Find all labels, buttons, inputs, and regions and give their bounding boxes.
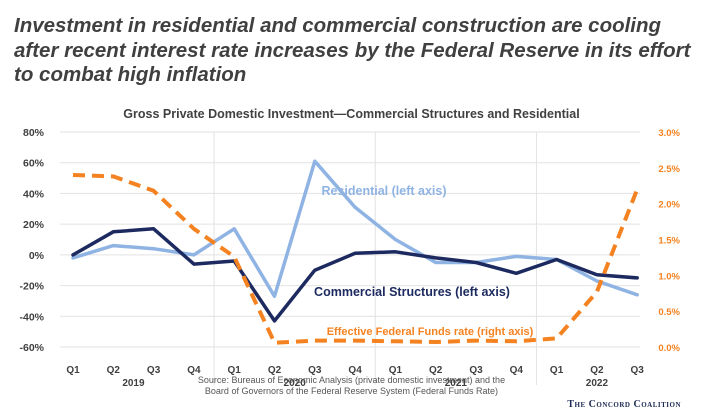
series [71,159,640,345]
source-note-line-2: Board of Governors of the Federal Reserv… [204,386,499,396]
x-tick-label: Q1 [389,365,403,376]
left-tick-label: 20% [23,219,45,231]
left-tick-label: -60% [19,342,44,354]
year-label: 2022 [586,378,609,389]
series-label-2: Effective Federal Funds rate (right axis… [327,326,534,338]
left-tick-label: 0% [29,250,45,262]
x-tick-label: Q1 [66,365,80,376]
x-tick-label: Q3 [147,365,161,376]
series-line-0 [71,159,639,299]
right-tick-label: 0.0% [658,343,680,354]
year-label: 2021 [445,378,468,389]
x-tick-label: Q3 [469,365,483,376]
right-axis: 3.0% 2.5% 2.0% 1.5% 1.0% 0.5% 0.0% [658,128,680,354]
series-line-1 [71,227,639,323]
headline: Investment in residential and commercial… [14,14,691,86]
right-tick-label: 0.5% [658,307,680,318]
x-tick-label: Q2 [268,365,282,376]
left-tick-label: 40% [23,188,45,200]
x-tick-label: Q3 [631,365,645,376]
x-tick-label: Q1 [550,365,564,376]
left-tick-label: 80% [23,127,45,139]
x-tick-label: Q4 [348,365,362,376]
left-axis: 80% 60% 40% 20% 0% -20% -40% -60% [19,127,44,354]
x-tick-label: Q2 [590,365,604,376]
year-label: 2019 [122,378,145,389]
right-tick-label: 3.0% [658,128,680,139]
right-tick-label: 1.5% [658,236,680,247]
x-tick-label: Q3 [308,365,322,376]
right-tick-label: 1.0% [658,271,680,282]
brand-logo: The Concord Coalition [567,399,681,410]
x-tick-label: Q4 [510,365,524,376]
left-tick-label: 60% [23,158,45,170]
left-tick-label: -20% [19,281,44,293]
source-note-line-1: Source: Bureaus of Economic Analysis (pr… [197,375,506,385]
series-labels: Residential (left axis) Commercial Struct… [314,184,534,338]
left-tick-label: -40% [19,311,44,323]
x-tick-label: Q1 [228,365,242,376]
year-label: 2020 [284,378,307,389]
x-tick-label: Q2 [429,365,443,376]
right-tick-label: 2.0% [658,200,680,211]
right-tick-label: 2.5% [658,164,680,175]
series-label-0: Residential (left axis) [321,184,446,198]
x-tick-label: Q4 [187,365,201,376]
series-line-2 [72,173,640,345]
chart-title: Gross Private Domestic Investment—Commer… [123,107,580,121]
series-label-1: Commercial Structures (left axis) [314,285,510,299]
x-tick-label: Q2 [107,365,121,376]
